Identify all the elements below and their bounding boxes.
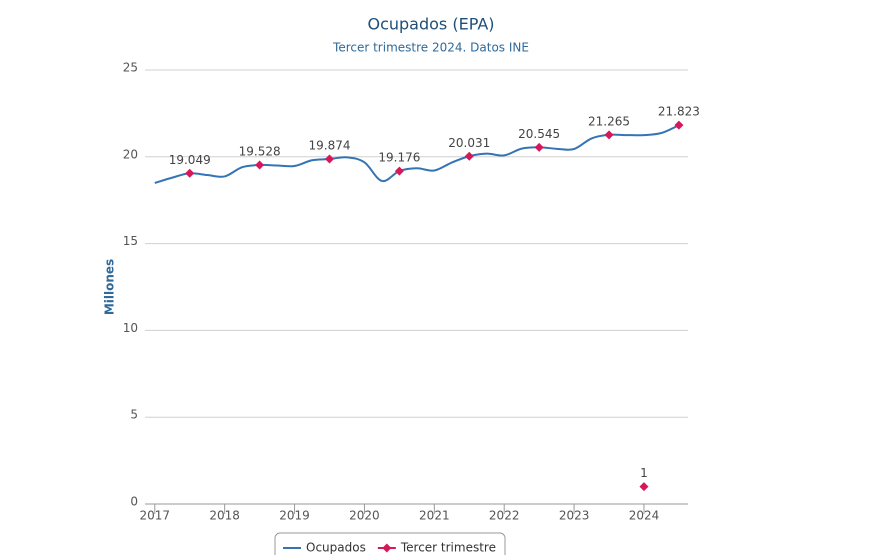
data-label: 19.176 (378, 151, 420, 165)
legend-marker (382, 543, 392, 553)
point-marker (324, 154, 334, 164)
legend-label: Ocupados (306, 541, 366, 555)
series-line (154, 124, 680, 184)
x-tick-label: 2018 (209, 509, 240, 523)
data-label: 19.528 (239, 144, 281, 158)
data-label: 20.031 (448, 136, 490, 150)
data-label: 20.545 (518, 127, 560, 141)
data-label: 21.265 (588, 114, 630, 128)
chart-subtitle: Tercer trimestre 2024. Datos INE (332, 41, 529, 55)
x-tick-label: 2017 (140, 509, 171, 523)
x-tick-label: 2019 (279, 509, 310, 523)
x-tick-label: 2022 (489, 509, 520, 523)
x-tick-label: 2020 (349, 509, 380, 523)
data-label: 21.823 (658, 105, 700, 119)
y-tick-label: 15 (123, 234, 138, 248)
y-axis-title: Millones (103, 259, 117, 315)
y-tick-label: 10 (123, 321, 138, 335)
legend-label: Tercer trimestre (400, 541, 496, 555)
point-marker (185, 168, 195, 178)
point-marker (534, 142, 544, 152)
legend-box (274, 532, 506, 555)
point-marker (604, 130, 614, 140)
point-marker (639, 482, 649, 492)
point-marker (394, 166, 404, 176)
y-tick-label: 20 (123, 147, 138, 161)
data-label: 1 (640, 466, 648, 480)
data-label: 19.049 (169, 153, 211, 167)
y-tick-label: 25 (123, 61, 138, 75)
x-tick-label: 2023 (559, 509, 590, 523)
point-marker (255, 160, 265, 170)
y-tick-label: 5 (130, 408, 138, 422)
point-marker (674, 120, 684, 130)
data-label: 19.874 (308, 138, 350, 152)
x-tick-label: 2021 (419, 509, 450, 523)
y-tick-label: 0 (130, 495, 138, 509)
chart-title: Ocupados (EPA) (367, 15, 494, 34)
x-tick-label: 2024 (629, 509, 660, 523)
point-marker (464, 151, 474, 161)
